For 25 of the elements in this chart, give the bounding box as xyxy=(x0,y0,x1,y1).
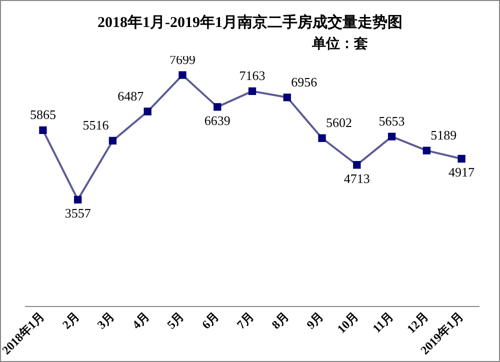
chart-title: 2018年1月-2019年1月南京二手房成交量走势图 xyxy=(96,13,404,32)
x-tick-label: 7月 xyxy=(234,309,257,332)
data-label: 4917 xyxy=(448,164,476,180)
x-tick-label: 4月 xyxy=(129,309,152,332)
data-label: 7163 xyxy=(239,68,266,84)
x-tick-label: 6月 xyxy=(199,309,222,332)
data-label: 5602 xyxy=(326,115,352,130)
data-label: 6639 xyxy=(204,112,230,128)
x-tick-label: 3月 xyxy=(94,309,118,332)
data-label: 6487 xyxy=(118,88,144,104)
data-label: 5865 xyxy=(30,107,56,122)
data-label: 5653 xyxy=(378,114,405,129)
x-tick-label: 9月 xyxy=(304,309,326,332)
data-label: 5189 xyxy=(430,127,457,142)
x-tick-label: 5月 xyxy=(164,309,187,332)
data-label: 6956 xyxy=(291,74,318,90)
x-tick-label: 10月 xyxy=(334,309,362,336)
data-label: 3557 xyxy=(64,206,92,221)
data-label: 4713 xyxy=(344,170,370,186)
chart-subtitle: 单位：套 xyxy=(311,35,369,53)
x-tick-label: 11月 xyxy=(370,309,396,336)
x-tick-label: 8月 xyxy=(268,309,292,332)
x-tick-label: 2月 xyxy=(60,309,82,332)
data-label: 5516 xyxy=(82,118,110,133)
x-tick-label: 12月 xyxy=(404,309,431,336)
